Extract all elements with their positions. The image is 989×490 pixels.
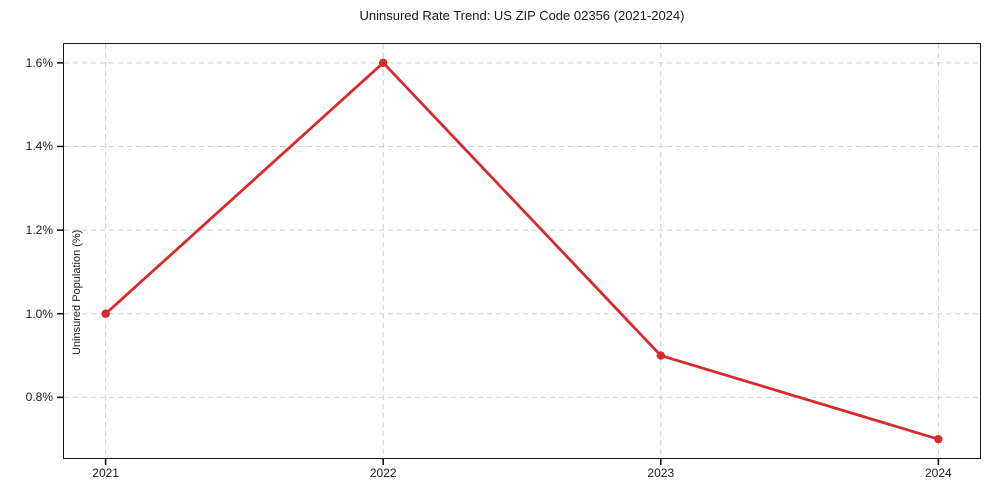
y-tick-label: 0.8% (25, 390, 53, 405)
data-point-marker (101, 309, 110, 318)
x-tick-label: 2024 (925, 466, 952, 480)
line-chart-svg (57, 44, 980, 465)
y-tick-label: 1.6% (25, 55, 53, 70)
x-tick-label: 2023 (647, 466, 675, 480)
data-point-marker (934, 434, 943, 444)
data-point-marker (656, 351, 665, 360)
data-point-marker (379, 58, 388, 68)
x-tick-label: 2022 (369, 466, 397, 480)
trend-line (104, 61, 940, 441)
y-tick-label: 1.2% (25, 223, 53, 238)
plot-area: Uninsured Population (%) 1.6% 1.4% 1.2% … (26, 43, 981, 479)
y-tick-label: 1.0% (25, 306, 53, 321)
chart-title: Uninsured Rate Trend: US ZIP Code 02356 … (359, 8, 685, 23)
x-tick-label: 2021 (92, 466, 119, 480)
y-tick-label: 1.4% (25, 139, 53, 154)
